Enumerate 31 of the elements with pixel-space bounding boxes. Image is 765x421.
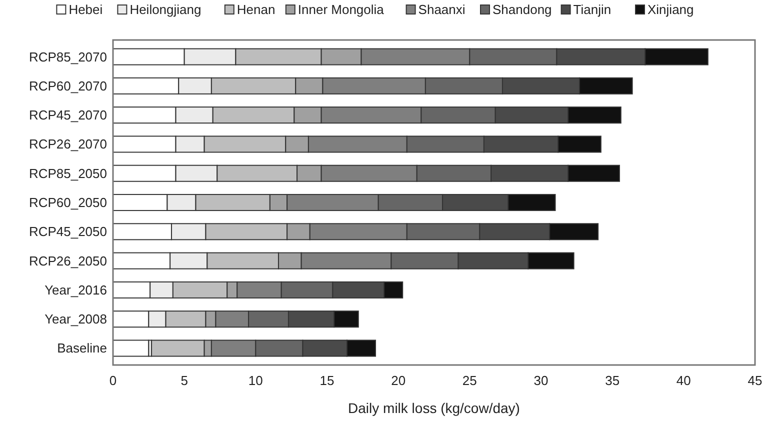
x-tick-label: 40 xyxy=(676,373,691,388)
y-tick-label: RCP85_2050 xyxy=(28,166,107,181)
x-tick-label: 45 xyxy=(748,373,762,388)
legend-label: Hebei xyxy=(68,2,103,17)
y-tick-label: RCP45_2070 xyxy=(28,108,107,123)
x-tick-label: 0 xyxy=(109,373,117,388)
x-tick-label: 5 xyxy=(180,373,188,388)
y-tick-label: RCP60_2050 xyxy=(28,195,107,210)
x-tick-label: 30 xyxy=(534,373,548,388)
y-tick-label: Baseline xyxy=(57,340,107,356)
legend-label: Heilongjiang xyxy=(130,2,202,17)
y-tick-label: Year_2008 xyxy=(44,312,107,327)
legend-label: Shandong xyxy=(492,2,552,17)
y-tick-label: RCP26_2070 xyxy=(28,136,107,152)
y-tick-label: RCP26_2050 xyxy=(28,253,107,268)
legend-label: Tianjin xyxy=(573,2,612,17)
legend-label: Xinjiang xyxy=(648,2,694,17)
x-tick-label: 10 xyxy=(248,373,263,388)
x-tick-label: 25 xyxy=(462,373,477,388)
x-tick-label: 15 xyxy=(320,373,334,388)
y-tick-label: RCP45_2050 xyxy=(28,224,107,240)
legend-label: Henan xyxy=(236,2,276,17)
y-tick-label: Year_2016 xyxy=(44,282,107,298)
x-tick-label: 35 xyxy=(605,373,620,388)
x-tick-label: 20 xyxy=(391,373,406,388)
y-tick-label: RCP85_2070 xyxy=(28,49,107,64)
legend-label: Shaanxi xyxy=(418,2,466,17)
legend-label: Inner Mongolia xyxy=(298,2,385,17)
y-tick-label: RCP60_2070 xyxy=(28,78,107,94)
x-axis-title: Daily milk loss (kg/cow/day) xyxy=(348,400,520,416)
bar xyxy=(112,340,150,357)
